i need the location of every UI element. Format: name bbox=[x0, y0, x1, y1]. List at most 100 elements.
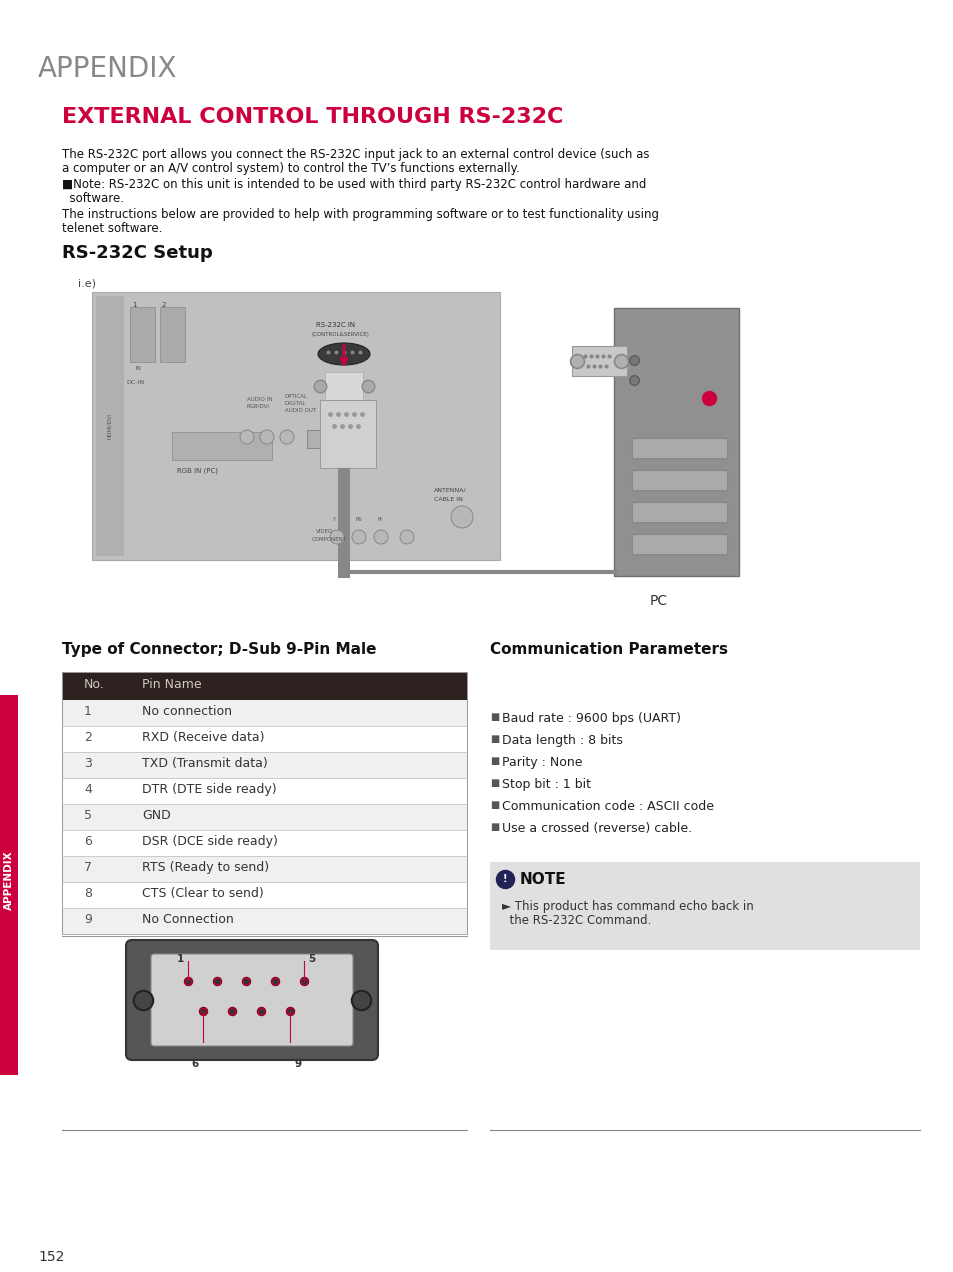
Bar bbox=[337, 468, 350, 577]
Bar bbox=[572, 346, 626, 377]
Text: CTS (Clear to send): CTS (Clear to send) bbox=[142, 887, 263, 901]
Bar bbox=[62, 831, 467, 856]
Bar bbox=[62, 752, 467, 778]
Text: RS-232C Setup: RS-232C Setup bbox=[62, 244, 213, 262]
Text: ■: ■ bbox=[490, 734, 498, 744]
Text: !: ! bbox=[502, 874, 507, 884]
Bar bbox=[631, 438, 726, 458]
Bar bbox=[160, 307, 185, 363]
Ellipse shape bbox=[352, 530, 366, 544]
Text: APPENDIX: APPENDIX bbox=[4, 850, 14, 909]
Text: COMPONENT: COMPONENT bbox=[312, 537, 347, 542]
Text: Stop bit : 1 bit: Stop bit : 1 bit bbox=[501, 778, 590, 791]
Text: ■Note: RS-232C on this unit is intended to be used with third party RS-232C cont: ■Note: RS-232C on this unit is intended … bbox=[62, 178, 646, 191]
Text: 1: 1 bbox=[132, 301, 136, 308]
Text: Communication Parameters: Communication Parameters bbox=[490, 642, 727, 658]
Bar bbox=[62, 804, 467, 831]
Text: IN: IN bbox=[136, 366, 142, 371]
Text: Use a crossed (reverse) cable.: Use a crossed (reverse) cable. bbox=[501, 822, 691, 834]
Text: ■: ■ bbox=[490, 822, 498, 832]
Bar bbox=[307, 430, 325, 448]
Text: software.: software. bbox=[62, 192, 124, 205]
Bar bbox=[62, 778, 467, 804]
Bar bbox=[62, 672, 467, 934]
Text: ■: ■ bbox=[490, 756, 498, 766]
Text: telenet software.: telenet software. bbox=[62, 223, 162, 235]
Ellipse shape bbox=[399, 530, 414, 544]
Text: Data length : 8 bits: Data length : 8 bits bbox=[501, 734, 622, 747]
Bar bbox=[631, 534, 726, 555]
Text: ■: ■ bbox=[490, 778, 498, 787]
Text: DC-IN: DC-IN bbox=[126, 380, 144, 385]
Text: AUDIO OUT: AUDIO OUT bbox=[285, 408, 315, 413]
Ellipse shape bbox=[330, 530, 344, 544]
Text: ANTENNA/: ANTENNA/ bbox=[434, 487, 466, 492]
Bar bbox=[490, 862, 919, 950]
Bar bbox=[631, 469, 726, 490]
Text: The RS-232C port allows you connect the RS-232C input jack to an external contro: The RS-232C port allows you connect the … bbox=[62, 148, 649, 162]
Text: HDMI/DVI: HDMI/DVI bbox=[108, 413, 112, 439]
Text: RTS (Ready to send): RTS (Ready to send) bbox=[142, 861, 269, 874]
Bar bbox=[62, 672, 467, 700]
Ellipse shape bbox=[317, 343, 370, 365]
Ellipse shape bbox=[260, 430, 274, 444]
Text: Type of Connector; D-Sub 9-Pin Male: Type of Connector; D-Sub 9-Pin Male bbox=[62, 642, 376, 658]
Text: VIDEO: VIDEO bbox=[315, 529, 333, 534]
Text: RGB/DVI: RGB/DVI bbox=[247, 404, 270, 410]
Text: 1: 1 bbox=[84, 705, 91, 717]
Text: AUDIO IN: AUDIO IN bbox=[247, 397, 273, 402]
Bar bbox=[172, 432, 272, 460]
Bar bbox=[0, 695, 18, 1075]
Text: CABLE IN: CABLE IN bbox=[434, 497, 462, 502]
Bar bbox=[62, 726, 467, 752]
Text: APPENDIX: APPENDIX bbox=[38, 55, 177, 83]
Text: Pr: Pr bbox=[377, 516, 383, 522]
Text: RXD (Receive data): RXD (Receive data) bbox=[142, 731, 264, 744]
Text: PC: PC bbox=[649, 594, 667, 608]
Bar bbox=[130, 307, 154, 363]
Text: OPTICAL: OPTICAL bbox=[285, 394, 308, 399]
Ellipse shape bbox=[451, 506, 473, 528]
FancyBboxPatch shape bbox=[126, 940, 377, 1060]
Text: (CONTROL&SERVICE): (CONTROL&SERVICE) bbox=[312, 332, 370, 337]
Ellipse shape bbox=[374, 530, 388, 544]
Bar bbox=[62, 700, 467, 726]
Text: GND: GND bbox=[142, 809, 171, 822]
Text: the RS-232C Command.: the RS-232C Command. bbox=[501, 915, 651, 927]
Text: a computer or an A/V control system) to control the TV’s functions externally.: a computer or an A/V control system) to … bbox=[62, 162, 519, 176]
Ellipse shape bbox=[240, 430, 253, 444]
Text: 9: 9 bbox=[294, 1060, 301, 1068]
Text: 1: 1 bbox=[176, 954, 183, 964]
Bar bbox=[614, 308, 739, 576]
Text: 8: 8 bbox=[84, 887, 91, 901]
Text: NOTE: NOTE bbox=[519, 873, 566, 887]
Text: 6: 6 bbox=[84, 834, 91, 848]
Text: TXD (Transmit data): TXD (Transmit data) bbox=[142, 757, 268, 770]
Bar bbox=[96, 296, 124, 556]
Text: Pin Name: Pin Name bbox=[142, 678, 201, 691]
Text: 6: 6 bbox=[192, 1060, 198, 1068]
Text: Parity : None: Parity : None bbox=[501, 756, 582, 770]
Text: DIGITAL: DIGITAL bbox=[285, 401, 306, 406]
Bar bbox=[91, 293, 499, 560]
Text: 2: 2 bbox=[84, 731, 91, 744]
Text: ► This product has command echo back in: ► This product has command echo back in bbox=[501, 901, 753, 913]
Bar bbox=[62, 908, 467, 934]
Text: No connection: No connection bbox=[142, 705, 232, 717]
Text: RGB IN (PC): RGB IN (PC) bbox=[177, 467, 218, 473]
Text: EXTERNAL CONTROL THROUGH RS-232C: EXTERNAL CONTROL THROUGH RS-232C bbox=[62, 107, 563, 127]
Text: No.: No. bbox=[84, 678, 105, 691]
Text: DTR (DTE side ready): DTR (DTE side ready) bbox=[142, 784, 276, 796]
Text: 3: 3 bbox=[84, 757, 91, 770]
Text: Pb: Pb bbox=[355, 516, 362, 522]
Bar bbox=[319, 399, 375, 468]
Text: 5: 5 bbox=[308, 954, 315, 964]
FancyBboxPatch shape bbox=[151, 954, 353, 1046]
Text: Communication code : ASCII code: Communication code : ASCII code bbox=[501, 800, 713, 813]
Text: Y: Y bbox=[332, 516, 335, 522]
Text: 5: 5 bbox=[84, 809, 91, 822]
Text: i.e): i.e) bbox=[78, 279, 96, 287]
Text: 152: 152 bbox=[38, 1250, 64, 1264]
Ellipse shape bbox=[280, 430, 294, 444]
Text: The instructions below are provided to help with programming software or to test: The instructions below are provided to h… bbox=[62, 209, 659, 221]
